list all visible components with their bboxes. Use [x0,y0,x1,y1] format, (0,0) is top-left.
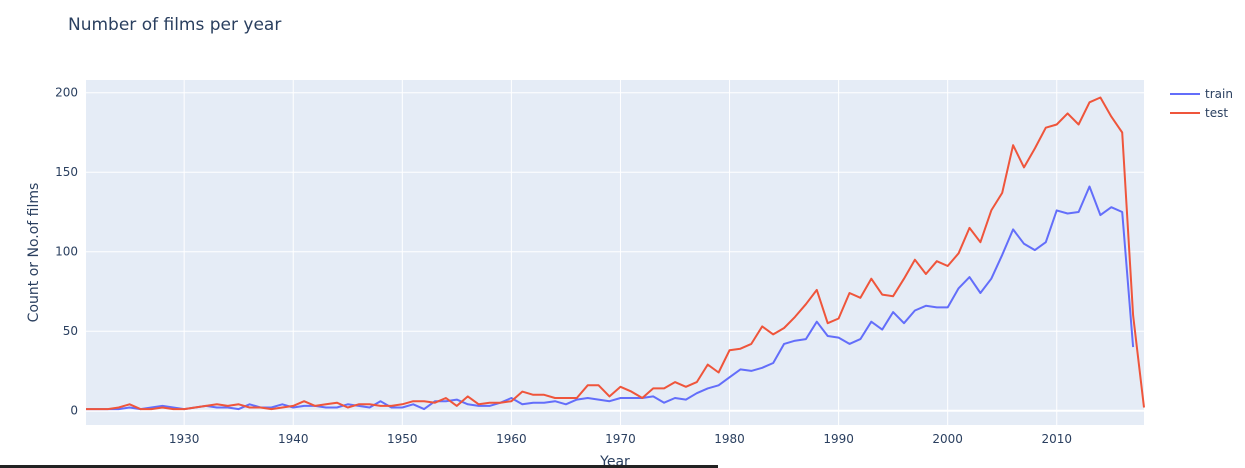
series-lines [86,96,1145,411]
x-axis-title: Year [599,454,630,468]
x-tick-label: 1930 [169,432,200,446]
chart-title: Number of films per year [68,15,281,35]
y-tick-label: 0 [70,404,78,418]
y-tick-label: 150 [55,165,78,179]
legend-label: train [1205,87,1233,101]
y-axis-ticks: 0 50 100 150 200 [55,86,78,418]
x-tick-label: 1940 [278,432,309,446]
series-line-test [86,96,1145,411]
x-tick-label: 2000 [932,432,963,446]
x-tick-label: 1980 [714,432,745,446]
x-tick-label: 1960 [496,432,527,446]
x-tick-label: 1970 [605,432,636,446]
y-tick-label: 200 [55,86,78,100]
x-axis-ticks: 1930 1940 1950 1960 1970 1980 1990 2000 2010 [169,432,1072,446]
legend-label: test [1205,106,1228,120]
x-tick-label: 1990 [823,432,854,446]
bottom-scrollbar[interactable] [0,465,718,468]
y-tick-label: 100 [55,245,78,259]
y-axis-title: Count or No.of films [26,183,42,323]
x-tick-label: 1950 [387,432,418,446]
x-tick-label: 2010 [1041,432,1072,446]
legend-item-test[interactable]: test [1170,106,1228,120]
legend-item-train[interactable]: train [1170,87,1233,101]
plot-area [86,80,1144,425]
legend[interactable]: train test [1170,87,1233,120]
y-tick-label: 50 [63,324,78,338]
gridlines [86,80,1144,425]
